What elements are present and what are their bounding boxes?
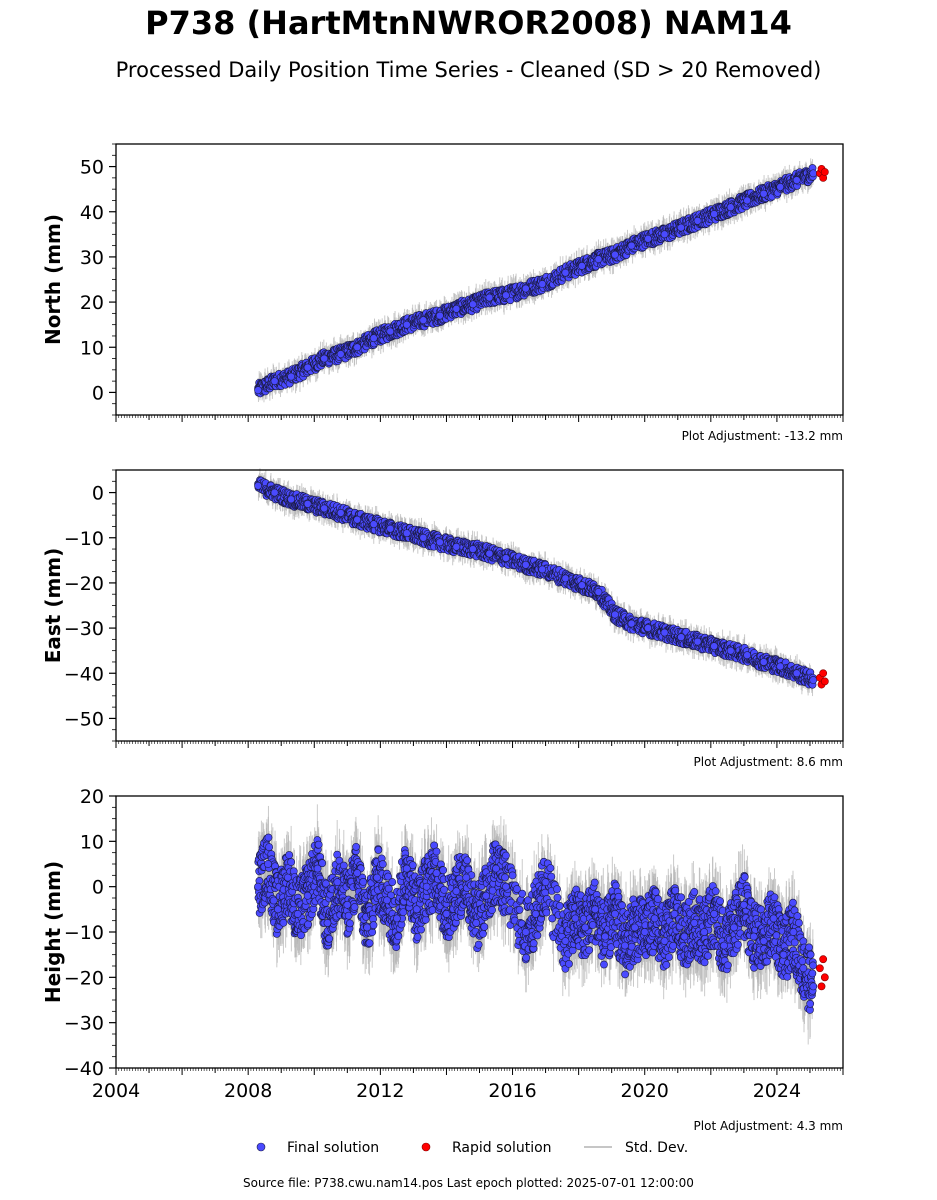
final-solution-point: [611, 250, 619, 259]
final-solution-point: [677, 223, 685, 232]
final-solution-point: [320, 354, 329, 363]
y-tick-label: 50: [80, 157, 104, 179]
final-solution-point: [660, 230, 669, 239]
final-solution-point: [792, 176, 801, 185]
final-solution-point: [710, 210, 719, 218]
final-solution-point: [452, 304, 461, 313]
final-solution-point: [594, 255, 603, 264]
y-tick-label: 0: [92, 382, 104, 404]
final-solution-point: [386, 327, 395, 336]
plot-area: [116, 144, 843, 415]
final-solution-point: [287, 372, 296, 381]
final-solution-point: [336, 350, 345, 358]
plot-adjustment-label: Plot Adjustment: -13.2 mm: [682, 429, 843, 443]
final-solution-point: [254, 386, 262, 395]
final-solution-point: [561, 268, 570, 277]
plot-area: [116, 470, 843, 741]
final-solution-point: [759, 189, 768, 198]
final-solution-point: [644, 234, 652, 243]
final-solution-point: [693, 216, 702, 225]
y-tick-label: 40: [80, 202, 104, 224]
final-solution-point: [809, 169, 818, 178]
rapid-solution-point: [820, 168, 829, 176]
chart-subtitle: Processed Daily Position Time Series - C…: [0, 58, 937, 82]
final-solution-point: [538, 280, 547, 288]
final-solution-point: [627, 241, 636, 250]
final-solution-point: [521, 284, 530, 293]
final-solution-point: [303, 363, 312, 372]
final-solution-point: [776, 183, 785, 191]
final-solution-point: [468, 300, 477, 309]
final-solution-point: [369, 334, 378, 343]
final-solution-point: [353, 343, 362, 352]
final-solution-point: [502, 291, 510, 300]
y-axis-label: North (mm): [41, 214, 65, 345]
y-tick-label: 20: [80, 292, 104, 314]
final-solution-point: [402, 320, 411, 329]
final-solution-point: [485, 293, 494, 302]
y-tick-label: 30: [80, 247, 104, 269]
final-solution-point: [419, 316, 428, 325]
final-solution-point: [726, 203, 735, 212]
final-solution-point: [270, 377, 279, 386]
y-tick-label: 10: [80, 337, 104, 359]
final-solution-point: [435, 311, 444, 320]
chart-title: P738 (HartMtnNWROR2008) NAM14: [0, 4, 937, 42]
final-solution-point: [578, 262, 586, 270]
final-solution-point: [743, 196, 752, 205]
